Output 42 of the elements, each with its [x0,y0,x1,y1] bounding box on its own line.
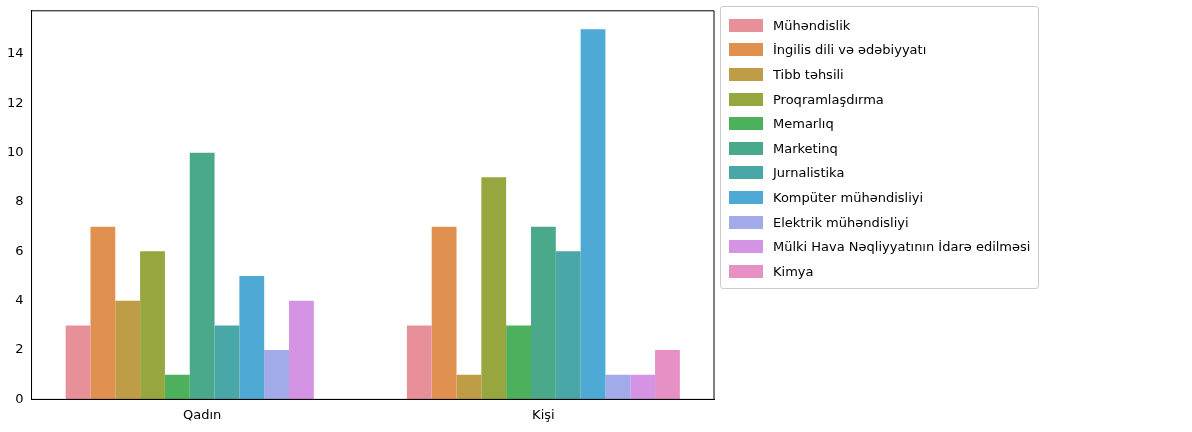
legend-label: Kimya [773,263,814,279]
legend-label: Mülki Hava Nəqliyyatının İdarə edilməsi [773,239,1031,255]
bar [406,325,432,400]
y-tick-label: 8 [15,193,24,209]
bar [481,177,507,400]
bar [90,226,116,400]
bar [605,374,631,400]
y-tick-label: 2 [15,341,24,357]
bar [189,152,215,400]
bar [239,276,265,400]
legend-label: Jurnalistika [773,165,845,181]
bar [580,29,606,400]
y-tick-label: 4 [15,292,24,308]
bar [164,374,190,400]
legend-label: İngilis dili və ədəbiyyatı [773,42,927,58]
bar [630,374,656,400]
bar [655,350,680,400]
legend-label: Kompüter mühəndisliyi [773,189,924,205]
x-tick-label: Kişi [532,406,555,422]
bar [289,300,314,400]
legend-label: Elektrik mühəndisliyi [773,214,909,230]
legend-label: Marketinq [773,140,838,156]
bar [530,226,556,400]
bar [555,251,581,400]
y-tick-label: 12 [7,94,24,110]
bar [65,325,91,400]
y-tick-label: 14 [7,45,24,61]
legend-label: Tibb təhsili [773,66,844,82]
x-tick-label: Qadın [183,406,222,422]
legend-label: Proqramlaşdırma [773,91,884,107]
bar [431,226,457,400]
bar [140,251,165,400]
bar [456,374,482,400]
bar [264,350,290,400]
y-tick-label: 0 [15,390,24,406]
y-tick-label: 10 [7,144,24,160]
bar [115,300,141,400]
legend-label: Memarlıq [773,116,834,132]
bar [506,325,531,400]
y-tick-label: 6 [15,242,24,258]
bar [214,325,240,400]
legend-label: Mühəndislik [773,17,851,33]
